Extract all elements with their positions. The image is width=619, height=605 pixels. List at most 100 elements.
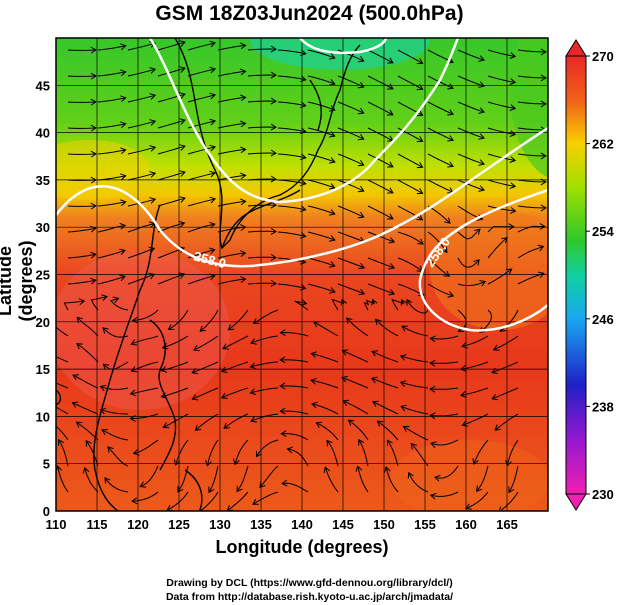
streamline <box>337 231 365 243</box>
colorbar-tick-label: 230 <box>592 487 614 502</box>
streamline <box>430 335 459 340</box>
streamline-arrowhead <box>447 291 455 298</box>
streamline <box>259 465 279 488</box>
streamline-arrowhead <box>220 392 228 399</box>
streamline-arrowhead <box>90 277 97 285</box>
streamline-arrowhead <box>279 356 286 364</box>
streamline-arrowhead <box>388 237 396 244</box>
streamline <box>499 491 519 511</box>
streamline <box>397 179 423 194</box>
streamline-arrowhead <box>90 46 97 54</box>
streamline-arrowhead <box>270 97 277 105</box>
streamline <box>175 439 189 466</box>
streamline <box>157 273 185 285</box>
streamline-arrowhead <box>329 209 336 216</box>
streamline <box>76 316 99 337</box>
streamline-arrowhead <box>130 366 138 373</box>
streamline-arrowhead <box>90 72 97 80</box>
streamline-arrowhead <box>357 107 365 115</box>
streamline <box>157 67 186 77</box>
streamline-arrowhead <box>255 450 262 458</box>
streamline-arrowhead <box>76 316 83 324</box>
streamline-arrowhead <box>386 439 393 447</box>
streamline <box>221 387 249 399</box>
streamline <box>410 443 429 467</box>
streamline <box>157 119 186 129</box>
streamline-arrowhead <box>429 385 436 393</box>
streamline <box>247 204 277 207</box>
streamline <box>247 282 277 285</box>
streamline <box>256 439 279 457</box>
streamline <box>157 41 186 51</box>
streamline-arrowhead <box>148 272 156 280</box>
streamline-arrowhead <box>102 363 110 370</box>
streamline <box>400 405 429 415</box>
streamline <box>67 279 96 285</box>
streamline-arrowhead <box>149 197 157 204</box>
streamline <box>406 299 429 314</box>
streamline-arrowhead <box>444 217 451 224</box>
streamline <box>277 75 306 81</box>
streamline-arrowhead <box>71 401 79 408</box>
streamline <box>281 432 309 441</box>
streamline <box>487 225 514 233</box>
colorbar-tick-label: 238 <box>592 399 614 414</box>
streamline-arrowhead <box>131 316 139 324</box>
streamline <box>457 101 485 113</box>
streamline <box>104 477 129 493</box>
streamline <box>307 153 335 163</box>
streamline <box>67 205 97 207</box>
streamline-arrowhead <box>416 188 424 195</box>
streamline <box>277 153 306 159</box>
streamline-arrowhead <box>323 466 331 474</box>
streamline <box>465 491 489 510</box>
streamline-arrowhead <box>510 207 517 214</box>
streamline <box>487 179 516 187</box>
colorbar-min-arrow <box>565 493 587 511</box>
streamline <box>127 42 156 51</box>
streamline <box>367 231 395 243</box>
streamline <box>217 70 246 77</box>
streamline-arrowhead <box>252 498 259 505</box>
y-tick-label: 5 <box>43 457 50 472</box>
streamline <box>277 127 306 133</box>
streamline <box>337 205 364 218</box>
streamline <box>252 491 279 505</box>
streamline-arrowhead <box>300 101 307 109</box>
streamline-arrowhead <box>491 367 498 375</box>
streamline <box>166 491 189 511</box>
streamline <box>217 278 246 285</box>
streamline-arrowhead <box>416 136 424 143</box>
streamline <box>247 256 277 259</box>
streamline <box>517 272 544 285</box>
streamline <box>250 335 279 344</box>
streamline-arrowhead <box>119 274 126 282</box>
colorbar-tick-label: 254 <box>592 224 614 239</box>
streamline-arrowhead <box>252 318 260 325</box>
x-tick-labels: 110 115 120 125 130 135 140 145 150 155 160 165 <box>46 517 518 532</box>
streamline <box>517 153 546 157</box>
streamline <box>367 127 394 142</box>
streamline <box>372 401 399 415</box>
colorbar <box>565 39 587 511</box>
streamline-arrowhead <box>329 79 336 86</box>
streamline-arrowhead <box>441 246 448 254</box>
streamline-arrowhead <box>329 183 336 190</box>
streamline-arrowhead <box>402 426 410 432</box>
streamline <box>427 179 454 193</box>
streamline <box>157 222 185 233</box>
streamline-arrowhead <box>387 83 394 90</box>
streamline-arrowhead <box>329 53 336 60</box>
streamline-arrowhead <box>78 298 86 305</box>
streamline-arrowhead <box>249 362 257 370</box>
streamline-arrowhead <box>227 324 235 331</box>
streamline-arrowhead <box>433 474 441 482</box>
streamline-arrowhead <box>205 459 212 467</box>
streamline <box>67 49 97 51</box>
streamline-arrowhead <box>120 147 127 155</box>
streamline <box>307 231 335 241</box>
streamline-arrowhead <box>478 185 486 192</box>
streamline <box>127 94 156 103</box>
streamline-arrowhead <box>280 430 287 437</box>
streamline <box>56 356 69 363</box>
